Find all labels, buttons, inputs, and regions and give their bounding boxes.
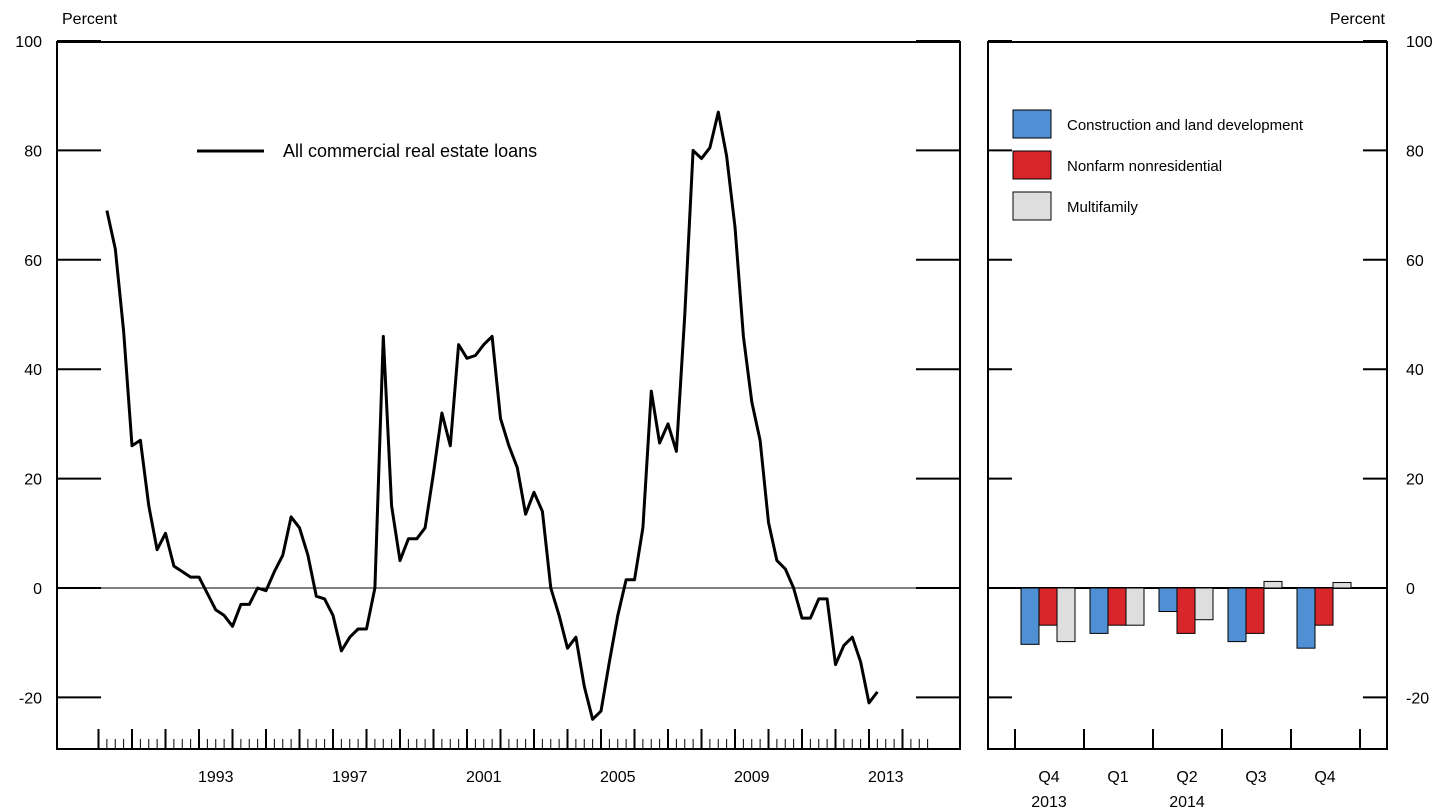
left-x-tick-label: 2013 <box>868 769 904 786</box>
bar-nonfarm-nonresidential <box>1176 587 1196 634</box>
left-y-tick-label: 20 <box>24 472 42 489</box>
bar-construction-and-land-development <box>1089 587 1109 634</box>
bar-construction-and-land-development <box>1227 587 1247 643</box>
right-x-tick-label: Q2 <box>1176 769 1197 786</box>
legend-label-multifamily: Multifamily <box>1067 199 1138 216</box>
legend-label-all-cre-loans: All commercial real estate loans <box>283 141 537 161</box>
bar-nonfarm-nonresidential <box>1038 587 1058 626</box>
bar-nonfarm-nonresidential <box>1314 587 1334 626</box>
left-y-tick-label: 80 <box>24 143 42 160</box>
right-x-tick-label: Q3 <box>1245 769 1266 786</box>
left-y-tick-label: 40 <box>24 362 42 379</box>
left-y-tick-label: 100 <box>15 34 42 51</box>
left-x-tick-label: 1997 <box>332 769 368 786</box>
bar-nonfarm-nonresidential <box>1245 587 1265 634</box>
left-legend: All commercial real estate loans <box>197 141 537 161</box>
right-y-tick-label: 40 <box>1406 362 1424 379</box>
bar-multifamily <box>1125 587 1145 626</box>
right-plot-frame <box>987 41 1388 750</box>
left-x-tick-label: 2001 <box>466 769 502 786</box>
left-x-axis-group: 1993 1997 2001 2005 2009 2013 <box>97 729 929 786</box>
legend-swatch-multifamily <box>1012 191 1052 221</box>
bar-nonfarm-nonresidential <box>1107 587 1127 626</box>
bar-multifamily <box>1263 580 1283 589</box>
left-axis-group: -20 0 20 40 60 80 100 <box>15 34 960 707</box>
series-line-all-cre-loans <box>105 110 879 721</box>
right-x-axis-group: Q4 Q1 Q2 Q3 Q4 2013 2014 <box>1014 729 1361 811</box>
right-y-tick-label: 100 <box>1406 34 1433 51</box>
bar-construction-and-land-development <box>1296 587 1316 649</box>
left-y-tick-label: 0 <box>33 581 42 598</box>
bar-multifamily <box>1056 587 1076 643</box>
legend-swatch-nonfarm-nonresidential <box>1012 150 1052 180</box>
right-chart-panel: Percent -20 0 20 40 60 80 100 Q4 Q1 Q2 Q3 Q4 2013 20… <box>987 11 1433 811</box>
right-y-tick-label: 80 <box>1406 143 1424 160</box>
left-chart-panel: Percent -20 0 20 40 60 80 100 1993 1997 2001 2005… <box>15 11 961 786</box>
legend-label-nonfarm-nonresidential: Nonfarm nonresidential <box>1067 158 1222 175</box>
right-y-tick-label: 20 <box>1406 472 1424 489</box>
right-x-year-label: 2013 <box>1031 794 1067 811</box>
left-y-tick-label: -20 <box>19 690 42 707</box>
right-x-year-label: 2014 <box>1169 794 1205 811</box>
right-y-tick-label: 0 <box>1406 581 1415 598</box>
right-x-tick-label: Q1 <box>1107 769 1128 786</box>
right-x-tick-label: Q4 <box>1038 769 1059 786</box>
legend-label-construction-and-land-development: Construction and land development <box>1067 117 1304 134</box>
right-unit-label: Percent <box>1330 11 1386 28</box>
bar-multifamily <box>1332 582 1352 589</box>
left-x-tick-label: 1993 <box>198 769 234 786</box>
right-y-tick-label: 60 <box>1406 253 1424 270</box>
bar-construction-and-land-development <box>1020 587 1040 645</box>
bar-multifamily <box>1194 587 1214 621</box>
legend-swatch-construction-and-land-development <box>1012 109 1052 139</box>
bar-construction-and-land-development <box>1158 587 1178 613</box>
right-bars-group <box>1020 580 1352 649</box>
right-x-tick-label: Q4 <box>1314 769 1335 786</box>
left-x-tick-label: 2009 <box>734 769 770 786</box>
left-y-tick-label: 60 <box>24 253 42 270</box>
left-unit-label: Percent <box>62 11 118 28</box>
left-series-group <box>105 110 879 721</box>
right-y-tick-label: -20 <box>1406 690 1429 707</box>
left-x-tick-label: 2005 <box>600 769 636 786</box>
right-legend: Construction and land development Nonfarm… <box>1012 109 1304 221</box>
